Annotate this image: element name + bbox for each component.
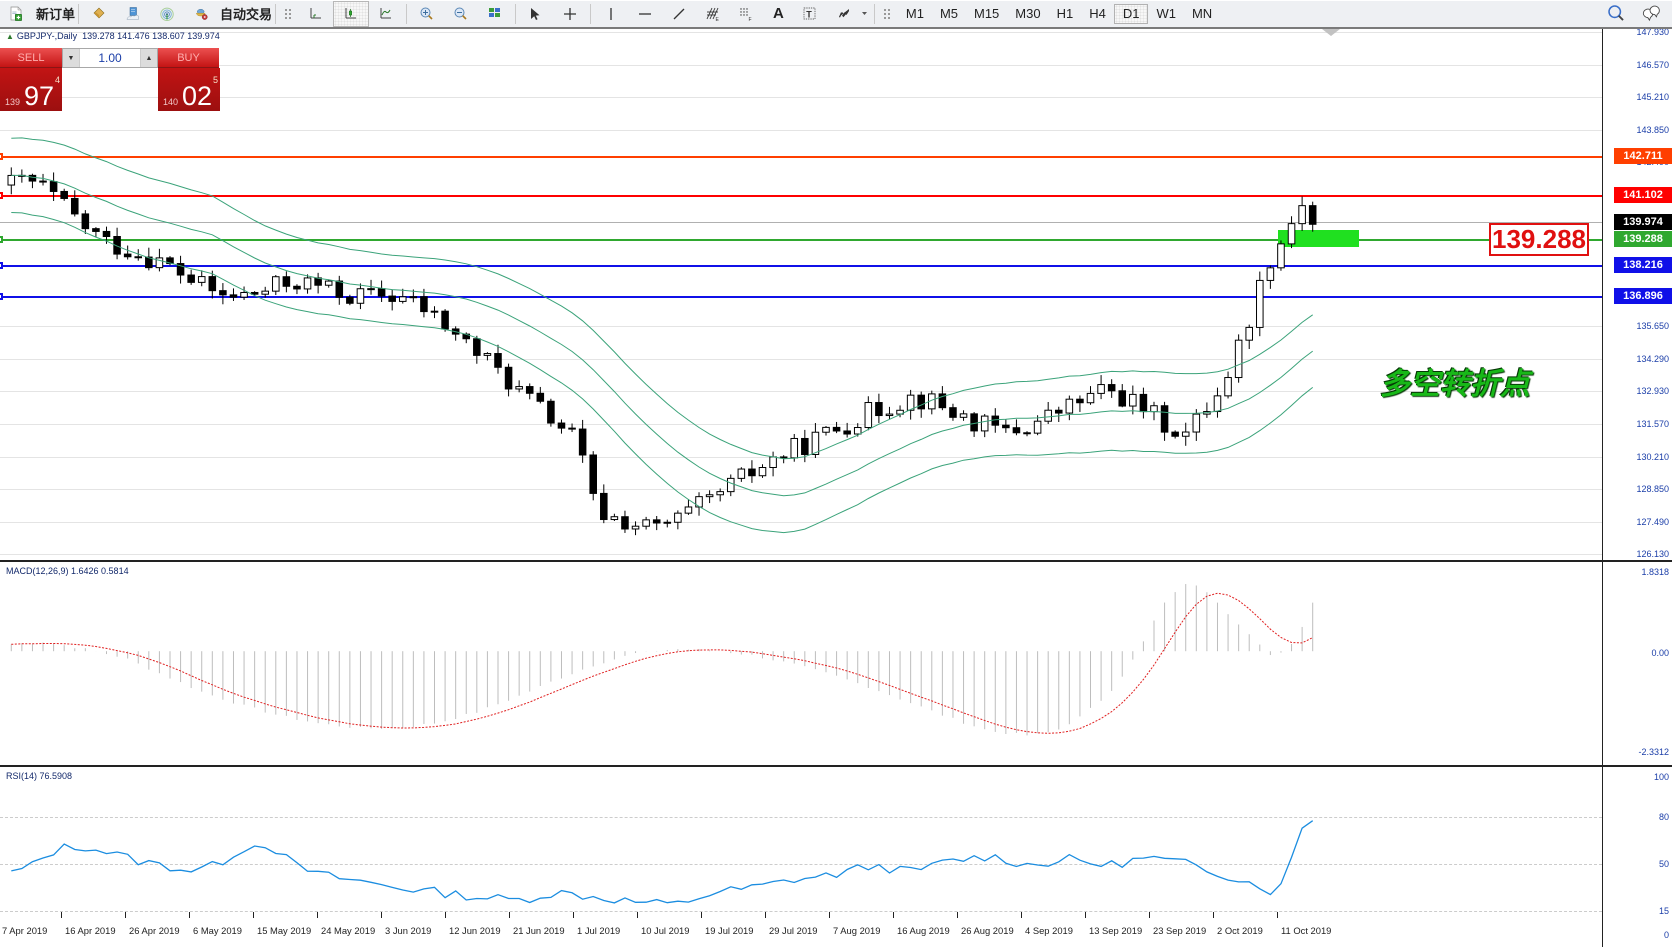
svg-text:E: E <box>716 17 720 22</box>
svg-text:T: T <box>806 9 812 19</box>
svg-text:F: F <box>749 17 752 22</box>
